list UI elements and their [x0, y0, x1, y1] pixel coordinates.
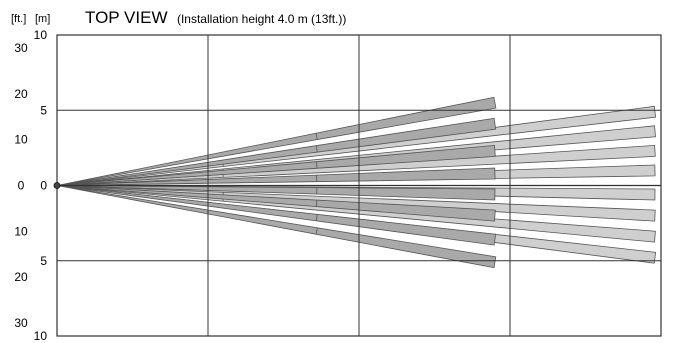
short-zone-6 — [56, 185, 496, 222]
m-tick-label: 0 — [40, 179, 47, 193]
short-zone-1 — [56, 96, 497, 186]
ft-tick-label: 0 — [18, 179, 25, 193]
sensor-icon — [53, 182, 61, 189]
title-main: TOP VIEW — [85, 8, 168, 27]
m-tick-label: 10 — [34, 28, 48, 42]
y-axis-labels: 10 5 0 5 10 30 20 10 0 10 20 30 — [14, 28, 47, 343]
short-zone-7 — [56, 185, 497, 246]
short-zone-divider-8 — [315, 227, 318, 235]
short-zone-4 — [56, 167, 496, 186]
short-zone-divider-2 — [315, 145, 318, 153]
short-zone-divider-7 — [315, 214, 318, 221]
m-tick-label: 5 — [40, 103, 47, 117]
unit-ft-label: [ft.] — [11, 13, 26, 25]
m-tick-label: 5 — [40, 254, 47, 268]
ft-tick-label: 30 — [14, 316, 28, 330]
short-zone-divider-1 — [315, 133, 318, 140]
ft-tick-label: 30 — [14, 41, 28, 55]
diagram-title: TOP VIEW (Installation height 4.0 m (13f… — [85, 8, 346, 27]
detection-zones — [56, 96, 657, 269]
short-zone-3 — [56, 144, 496, 186]
title-subtitle: (Installation height 4.0 m (13ft.)) — [177, 12, 346, 26]
ft-tick-label: 20 — [14, 270, 28, 284]
short-zone-8 — [56, 185, 497, 269]
ft-tick-label: 10 — [14, 133, 28, 147]
short-zone-2 — [56, 117, 497, 186]
unit-m-label: [m] — [35, 13, 50, 25]
grid — [53, 34, 662, 337]
short-zone-5 — [56, 185, 496, 201]
short-zone-divider-3 — [316, 161, 318, 169]
m-tick-label: 10 — [34, 329, 48, 343]
ft-tick-label: 10 — [14, 224, 28, 238]
ft-tick-label: 20 — [14, 87, 28, 101]
